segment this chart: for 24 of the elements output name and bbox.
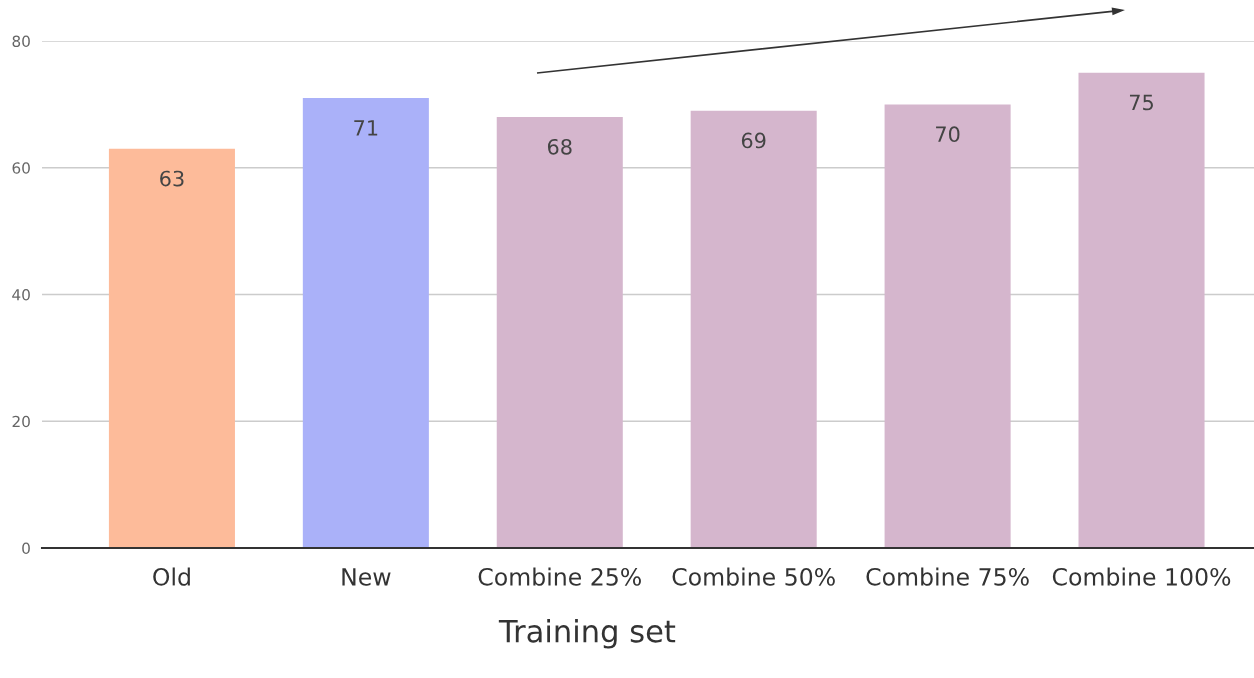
x-axis-title: Training set xyxy=(498,619,676,649)
data-label: 75 xyxy=(1129,94,1153,111)
y-tick-label: 60 xyxy=(12,162,30,174)
x-tick-label: Combine 100% xyxy=(1052,567,1231,586)
x-tick-label: Old xyxy=(153,567,190,586)
data-label: 63 xyxy=(160,170,184,187)
y-tick-label: 20 xyxy=(12,415,30,428)
y-tick-label: 80 xyxy=(12,35,30,48)
bar xyxy=(1078,72,1205,549)
data-label: 71 xyxy=(354,120,378,136)
y-tick-label: 40 xyxy=(12,288,30,301)
data-label: 69 xyxy=(741,132,766,149)
x-tick-label: Combine 75% xyxy=(866,567,1029,586)
bar xyxy=(690,110,817,549)
x-tick-label: New xyxy=(342,568,391,586)
x-tick-label: Combine 25% xyxy=(478,567,641,586)
bar xyxy=(884,104,1011,549)
y-tick-label: 0 xyxy=(22,542,30,555)
bar xyxy=(496,117,623,549)
bar xyxy=(108,148,235,549)
x-tick-label: Combine 50% xyxy=(672,567,835,586)
data-label: 68 xyxy=(547,138,572,155)
data-label: 70 xyxy=(936,126,960,143)
bar xyxy=(302,98,429,549)
